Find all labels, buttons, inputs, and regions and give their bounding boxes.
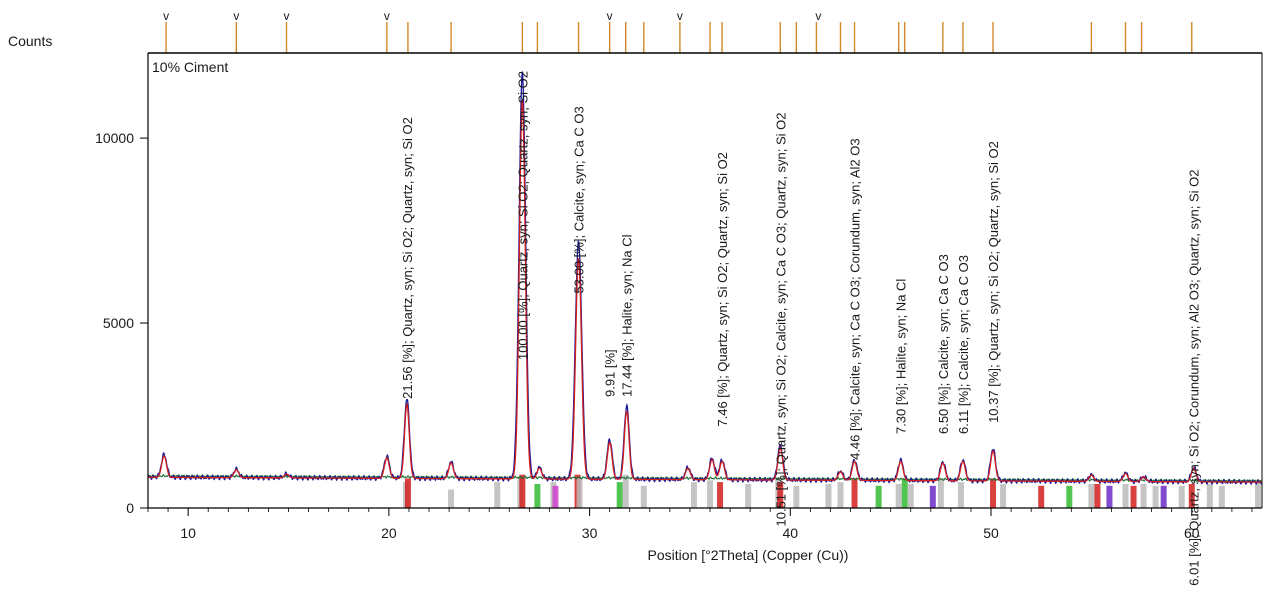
v-marker: v (233, 9, 239, 23)
reference-stick (902, 478, 908, 508)
y-axis-label: Counts (8, 33, 52, 49)
reference-stick (519, 475, 525, 508)
x-tick-label: 60 (1184, 525, 1200, 541)
reference-stick (793, 486, 799, 508)
reference-stick (896, 484, 902, 508)
peak-annotation: 9.91 [%] (603, 349, 618, 397)
peak-annotation: 6.50 [%]; Calcite, syn; Ca C O3 (936, 254, 951, 434)
reference-stick (1131, 486, 1137, 508)
reference-stick (534, 484, 540, 508)
panel-label: 10% Ciment (152, 59, 228, 75)
peak-annotation: 7.46 [%]; Quartz, syn; Si O2; Quartz, sy… (715, 152, 730, 427)
reference-stick (1179, 486, 1185, 508)
reference-stick (623, 475, 629, 508)
reference-stick (825, 484, 831, 508)
reference-stick (837, 482, 843, 508)
reference-stick (1038, 486, 1044, 508)
reference-stick (552, 486, 558, 508)
v-marker: v (163, 9, 169, 23)
peak-annotation: 6.11 [%]; Calcite, syn; Ca C O3 (956, 255, 971, 434)
peak-annotation: 6.01 [%]; Quartz, syn; Si O2; Corundum, … (1187, 170, 1202, 586)
reference-stick (1123, 484, 1129, 508)
v-marker: v (607, 9, 613, 23)
y-tick-label: 0 (126, 500, 134, 516)
reference-stick (577, 478, 583, 508)
reference-stick (852, 478, 858, 508)
reference-stick (405, 478, 411, 508)
reference-stick (1000, 484, 1006, 508)
x-tick-label: 50 (983, 525, 999, 541)
x-tick-label: 30 (582, 525, 598, 541)
v-marker: v (384, 9, 390, 23)
peak-annotation: 10.37 [%]; Quartz, syn; Si O2; Quartz, s… (986, 141, 1001, 423)
reference-stick (707, 480, 713, 508)
reference-stick (1094, 484, 1100, 508)
peak-annotation: 21.56 [%]; Quartz, syn; Si O2; Quartz, s… (400, 117, 415, 399)
reference-stick (908, 484, 914, 508)
x-axis-label: Position [°2Theta] (Copper (Cu)) (648, 547, 849, 563)
peak-annotation: 100.00 [%]; Quartz, syn; Si O2; Quartz, … (515, 71, 530, 360)
v-marker: v (677, 9, 683, 23)
reference-stick (717, 482, 723, 508)
reference-stick (617, 482, 623, 508)
reference-stick (1088, 484, 1094, 508)
x-tick-label: 40 (783, 525, 799, 541)
peak-annotation: 17.44 [%]; Halite, syn; Na Cl (620, 234, 635, 397)
v-marker: v (815, 9, 821, 23)
x-tick-label: 10 (180, 525, 196, 541)
peak-annotation: 4.46 [%]; Calcite, syn; Ca C O3; Corundu… (848, 138, 863, 460)
plot-frame (148, 53, 1262, 508)
reference-stick (745, 484, 751, 508)
peak-annotation: 10.51 [%]; Quartz, syn; Si O2; Calcite, … (773, 112, 788, 526)
axes: 0 5000 10000 10 20 30 40 50 60 (95, 53, 1262, 541)
y-tick-label: 5000 (103, 315, 134, 331)
reference-stick (930, 486, 936, 508)
v-marker: v (283, 9, 289, 23)
reference-stick (494, 482, 500, 508)
calculated-trace (148, 101, 1262, 482)
peak-annotation: 53.00 [%]; Calcite, syn; Ca C O3 (572, 106, 587, 293)
reference-stick (938, 478, 944, 508)
reference-stick (876, 486, 882, 508)
reference-stick (1153, 486, 1159, 508)
reference-stick (990, 478, 996, 508)
reference-stick (1161, 486, 1167, 508)
reference-stick (1255, 482, 1261, 508)
observed-trace (148, 73, 1262, 485)
reference-stick (448, 490, 454, 508)
reference-stick (1141, 484, 1147, 508)
reference-stick (1106, 486, 1112, 508)
reference-stick (1066, 486, 1072, 508)
reference-stick (1207, 484, 1213, 508)
peak-annotation: 7.30 [%]; Halite, syn; Na Cl (894, 279, 909, 434)
traces (148, 73, 1262, 485)
reference-stick (1219, 486, 1225, 508)
reference-stick (641, 486, 647, 508)
reference-stick (691, 482, 697, 508)
x-tick-label: 20 (381, 525, 397, 541)
y-tick-label: 10000 (95, 130, 134, 146)
reference-stick (958, 482, 964, 508)
